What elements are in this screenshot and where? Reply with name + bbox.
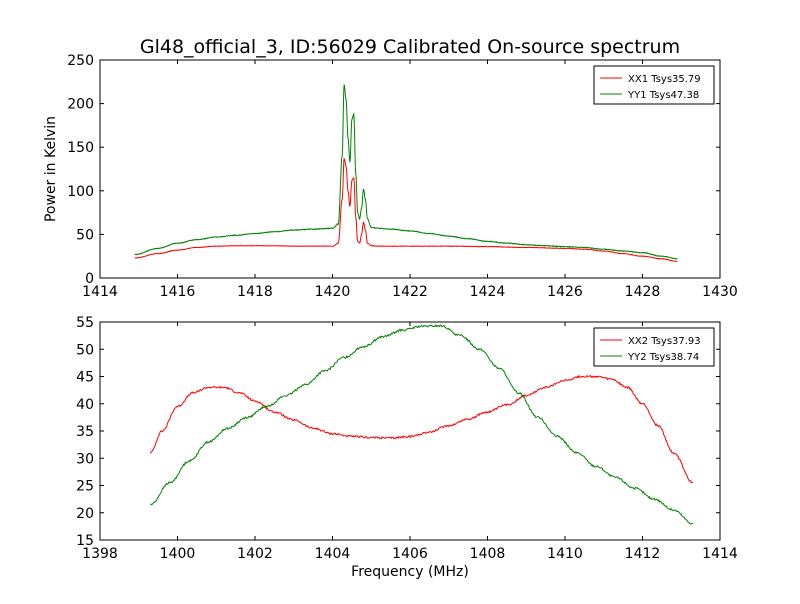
y-axis-label: Power in Kelvin (43, 116, 59, 222)
y-tick-label: 15 (76, 533, 94, 549)
series-line-2 (134, 84, 678, 260)
y-tick-label: 40 (76, 397, 94, 413)
x-tick-label: 1412 (625, 546, 661, 562)
x-tick-label: 1408 (470, 546, 506, 562)
x-tick-label: 1424 (470, 284, 506, 300)
y-tick-label: 35 (76, 424, 94, 440)
x-tick-label: 1422 (392, 284, 428, 300)
series-line-1 (134, 157, 678, 262)
series-line-1 (149, 374, 694, 484)
y-tick-label: 100 (67, 184, 94, 200)
x-tick-label: 1398 (82, 546, 118, 562)
x-tick-label: 1430 (702, 284, 738, 300)
x-tick-label: 1426 (547, 284, 583, 300)
legend-box (593, 327, 715, 367)
x-tick-label: 1402 (237, 546, 273, 562)
x-tick-label: 1410 (547, 546, 583, 562)
y-tick-label: 50 (76, 227, 94, 243)
top-panel: 1414 1416 1418 1420 1422 1424 1426 1428 1430 0 50 1… (43, 53, 738, 300)
x-tick-label: 1428 (625, 284, 661, 300)
y-tick-label: 0 (85, 271, 94, 287)
y-tick-label: 200 (67, 97, 94, 113)
legend-label: YY2 Tsys38.74 (627, 352, 699, 363)
legend-label: XX1 Tsys35.79 (628, 74, 701, 85)
legend-label: YY1 Tsys47.38 (627, 90, 699, 101)
y-tick-label: 250 (67, 53, 94, 69)
bottom-panel: 1398 1400 1402 1404 1406 1408 1410 1412 1414 15 20… (76, 315, 738, 580)
y-tick-label: 55 (76, 315, 94, 331)
chart-title: Gl48_official_3, ID:56029 Calibrated On-… (140, 36, 680, 58)
y-tick-label: 25 (76, 479, 94, 495)
legend-box (593, 65, 715, 105)
x-tick-label: 1406 (392, 546, 428, 562)
y-tick-label: 50 (76, 342, 94, 358)
y-tick-label: 20 (76, 506, 94, 522)
y-tick-label: 45 (76, 370, 94, 386)
x-tick-label: 1414 (82, 284, 118, 300)
x-tick-label: 1414 (702, 546, 738, 562)
series-line-2 (150, 324, 694, 525)
x-tick-label: 1416 (160, 284, 196, 300)
y-tick-label: 150 (67, 140, 94, 156)
legend-label: XX2 Tsys37.93 (628, 336, 701, 347)
x-tick-label: 1400 (160, 546, 196, 562)
x-tick-label: 1404 (315, 546, 351, 562)
x-tick-label: 1420 (315, 284, 351, 300)
x-tick-label: 1418 (237, 284, 273, 300)
y-tick-label: 30 (76, 451, 94, 467)
x-axis-label: Frequency (MHz) (351, 564, 469, 580)
